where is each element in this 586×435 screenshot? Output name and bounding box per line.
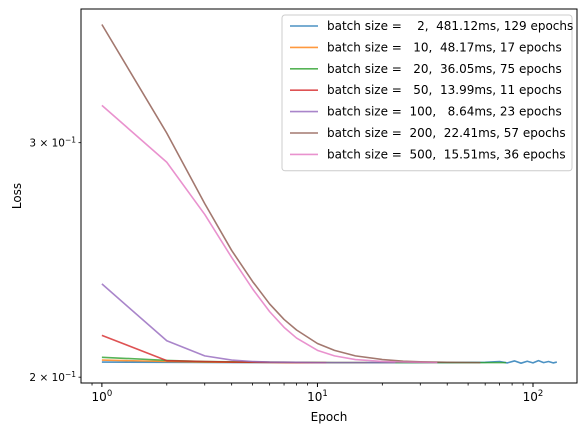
- legend-entry-5: batch size = 200, 22.41ms, 57 epochs: [327, 126, 566, 140]
- x-tick-label-1: 101: [307, 389, 328, 404]
- x-axis-label: Epoch: [311, 410, 348, 424]
- y-axis-ticks: 2 × 10−1 3 × 10−1: [29, 136, 81, 384]
- y-tick-label-0: 2 × 10−1: [29, 370, 76, 384]
- series-line-4: [101, 283, 396, 364]
- legend: batch size = 2, 481.12ms, 129 epochs batc…: [281, 14, 573, 172]
- x-tick-label-2: 102: [523, 389, 544, 404]
- legend-entry-3: batch size = 50, 13.99ms, 11 epochs: [327, 83, 562, 97]
- legend-entry-1: batch size = 10, 48.17ms, 17 epochs: [327, 40, 562, 54]
- plot-frame: [80, 8, 578, 384]
- x-tick-label-0: 100: [92, 389, 113, 404]
- x-axis-ticks: 100 101 102: [92, 383, 544, 404]
- legend-entry-6: batch size = 500, 15.51ms, 36 epochs: [327, 147, 566, 161]
- legend-entry-2: batch size = 20, 36.05ms, 75 epochs: [327, 62, 562, 76]
- plot-lines: [101, 24, 558, 364]
- y-tick-label-1: 3 × 10−1: [29, 136, 76, 150]
- legend-box: [281, 14, 573, 172]
- series-line-6: [101, 104, 438, 364]
- legend-entry-0: batch size = 2, 481.12ms, 129 epochs: [327, 19, 573, 33]
- legend-entry-4: batch size = 100, 8.64ms, 23 epochs: [327, 105, 562, 119]
- y-axis-label: Loss: [10, 183, 24, 209]
